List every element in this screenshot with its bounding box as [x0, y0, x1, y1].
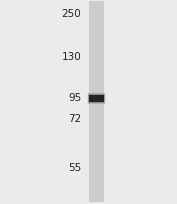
- Bar: [87, 93, 105, 105]
- Bar: [89, 95, 104, 103]
- Bar: [88, 2, 104, 202]
- Bar: [88, 94, 105, 104]
- Text: 55: 55: [68, 162, 81, 172]
- Text: 250: 250: [62, 9, 81, 19]
- Text: 95: 95: [68, 93, 81, 103]
- Bar: [89, 95, 104, 103]
- Text: 72: 72: [68, 113, 81, 123]
- Text: 130: 130: [62, 52, 81, 62]
- Bar: [88, 94, 104, 103]
